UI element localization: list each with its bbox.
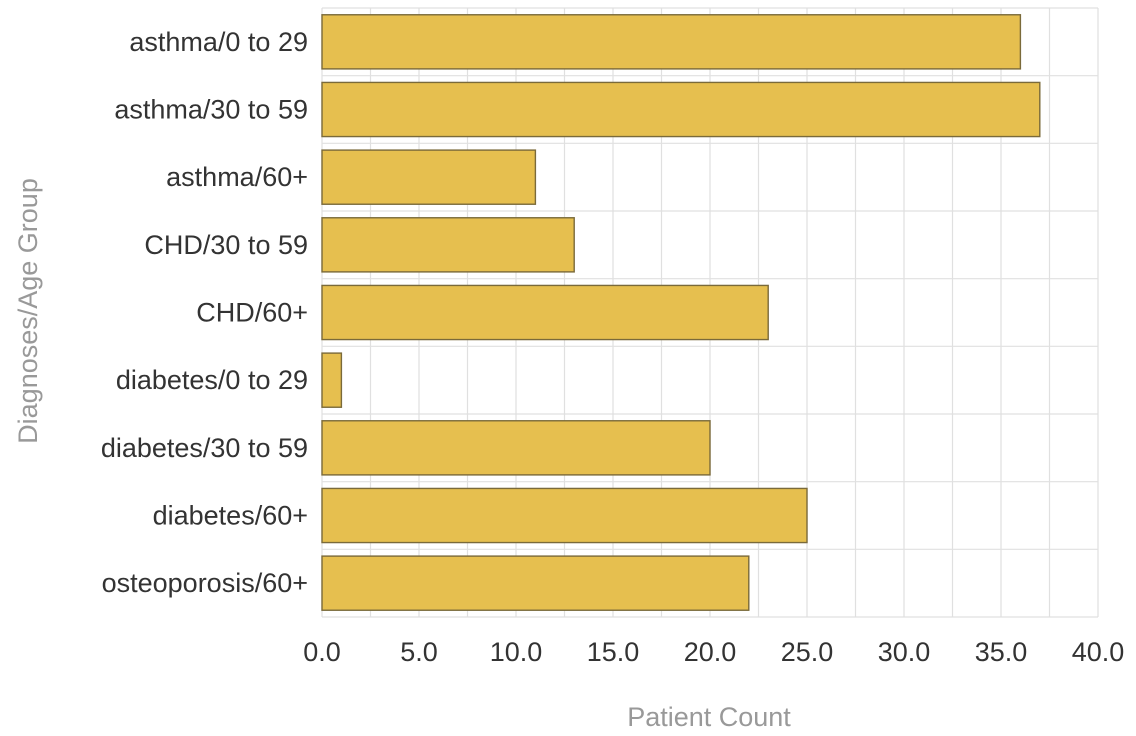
- y-tick-label: CHD/30 to 59: [144, 230, 308, 260]
- bars: [321, 14, 1041, 611]
- x-tick-label: 30.0: [878, 637, 931, 667]
- bar: [321, 217, 575, 273]
- bar: [321, 284, 769, 341]
- x-tick-label: 5.0: [400, 637, 438, 667]
- x-axis-title: Patient Count: [627, 702, 791, 731]
- bar: [321, 149, 537, 205]
- bar: [321, 352, 343, 408]
- bar: [321, 81, 1041, 138]
- x-tick-label: 20.0: [684, 637, 737, 667]
- x-tick-label: 40.0: [1072, 637, 1125, 667]
- bar: [321, 14, 1022, 70]
- x-tick-label: 15.0: [587, 637, 640, 667]
- x-tick-label: 35.0: [975, 637, 1028, 667]
- y-tick-label: asthma/30 to 59: [114, 95, 308, 125]
- x-tick-label: 25.0: [781, 637, 834, 667]
- y-axis-title: Diagnoses/Age Group: [13, 178, 43, 444]
- y-tick-label: osteoporosis/60+: [102, 568, 308, 598]
- y-tick-label: diabetes/60+: [153, 501, 308, 531]
- y-tick-label: asthma/0 to 29: [129, 27, 308, 57]
- x-tick-label: 0.0: [303, 637, 341, 667]
- y-tick-label: diabetes/0 to 29: [116, 365, 308, 395]
- x-tick-labels: 0.0 5.0 10.0 15.0 20.0 25.0 30.0 35.0 40.0: [303, 637, 1124, 667]
- y-tick-labels: asthma/0 to 29 asthma/30 to 59 asthma/60+ C…: [101, 27, 308, 598]
- y-tick-label: asthma/60+: [166, 162, 308, 192]
- bar: [321, 420, 711, 476]
- y-tick-label: CHD/60+: [196, 298, 308, 328]
- bar: [321, 487, 808, 544]
- bar: [321, 555, 750, 611]
- x-tick-label: 10.0: [490, 637, 543, 667]
- y-tick-label: diabetes/30 to 59: [101, 433, 308, 463]
